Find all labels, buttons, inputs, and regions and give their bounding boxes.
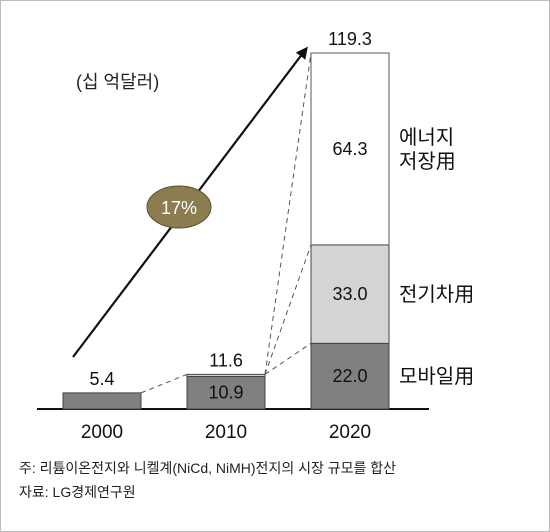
data-label: 22.0 — [332, 366, 367, 386]
connector-line — [264, 52, 312, 375]
data-label: 33.0 — [332, 284, 367, 304]
x-tick-label: 2020 — [329, 422, 371, 443]
data-label: 10.9 — [208, 383, 243, 403]
connector-line — [264, 342, 312, 375]
connector-line — [264, 244, 312, 375]
series-label: 전기차用 — [399, 283, 474, 306]
total-label: 119.3 — [328, 29, 372, 49]
bar-segment — [310, 342, 390, 410]
bar-segment — [186, 375, 266, 410]
series-label: 에너지 — [399, 126, 454, 149]
data-label: 64.3 — [332, 139, 367, 159]
total-label: 5.4 — [89, 369, 114, 389]
x-tick-label: 2000 — [81, 422, 123, 443]
bar-segment — [186, 373, 266, 377]
connector-line — [140, 373, 188, 394]
note-line: 주: 리튬이온전지와 니켈계(NiCd, NiMH)전지의 시장 규모를 합산 — [19, 460, 397, 476]
source-line: 자료: LG경제연구원 — [19, 484, 136, 500]
bar-segment — [310, 52, 390, 246]
footnotes: 주: 리튬이온전지와 니켈계(NiCd, NiMH)전지의 시장 규모를 합산 … — [19, 456, 539, 504]
x-tick-label: 2010 — [205, 422, 247, 443]
stacked-bar-chart: 17% 5.4 11.6 119.3 10.9 22.0 33.0 64.3 모바일用 전기차用 에… — [37, 29, 474, 443]
bar-segment — [62, 392, 142, 410]
series-label: 저장用 — [399, 150, 456, 173]
growth-rate-label: 17% — [161, 198, 197, 218]
growth-rate-badge — [146, 185, 212, 229]
total-label: 11.6 — [209, 350, 243, 370]
series-label: 모바일用 — [399, 365, 474, 388]
unit-label: (십 억달러) — [76, 72, 159, 92]
